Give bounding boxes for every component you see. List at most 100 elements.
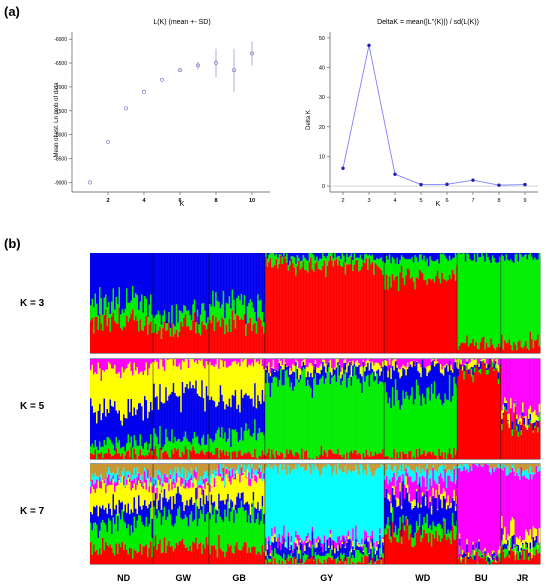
structure-bar-segment [510,253,512,260]
structure-bar-segment [432,278,435,353]
structure-bar-segment [225,324,228,353]
structure-bar-segment [430,505,433,515]
structure-bar-segment [127,253,130,304]
structure-bar-segment [393,536,396,564]
structure-bar-segment [171,464,173,476]
structure-bar-segment [174,523,176,549]
structure-bar-segment [90,486,92,494]
structure-bar-segment [517,359,520,420]
structure-bar-segment [376,550,378,556]
structure-bar-segment [421,468,424,476]
structure-bar-segment [367,553,369,557]
structure-bar-segment [461,366,464,371]
structure-bar-segment [453,489,456,501]
structure-bar-segment [491,255,494,345]
structure-bar-segment [268,253,270,255]
structure-bar-segment [299,269,302,353]
structure-bar-segment [114,253,116,310]
structure-bar-segment [260,319,262,353]
structure-bar-segment [338,359,341,364]
structure-bar-segment [205,481,208,496]
structure-bar-segment [519,421,521,459]
structure-bar-segment [472,367,474,376]
structure-bar-segment [396,452,399,459]
structure-bar-segment [231,310,234,353]
structure-bar-segment [466,538,468,545]
structure-bar-segment [494,253,497,263]
structure-bar-segment [228,464,231,470]
structure-bar-segment [181,478,184,484]
structure-bar-segment [181,467,184,479]
structure-bar-segment [274,548,276,559]
structure-bar-segment [103,464,106,481]
structure-bar-segment [202,452,205,459]
structure-bar-segment [255,464,258,470]
structure-bar-segment [538,464,541,466]
structure-bar-segment [228,481,231,509]
structure-bar-segment [169,327,172,337]
structure-bar-segment [180,369,182,413]
structure-bar-segment [150,401,152,435]
structure-bar-segment [504,402,506,407]
structure-bar-segment [138,472,140,474]
structure-bar-segment [402,367,405,391]
structure-bar-segment [430,514,433,531]
structure-bar-segment [421,492,424,497]
lk-point [88,180,92,185]
row-label-k7: K = 7 [20,506,45,517]
structure-bar-segment [447,529,450,537]
structure-bar-segment [193,359,196,363]
structure-bar-segment [346,387,348,453]
structure-bar-segment [364,263,366,353]
structure-bar-segment [337,265,339,353]
structure-bar-segment [144,467,146,472]
structure-bar-segment [454,474,457,484]
structure-bar-segment [150,501,152,508]
structure-bar-segment [126,464,128,472]
structure-bar-segment [138,309,140,332]
structure-bar-segment [199,464,202,477]
structure-bar-segment [406,457,409,459]
structure-bar-segment [115,514,118,544]
structure-bar-segment [148,464,151,477]
structure-bar-segment [415,521,418,533]
structure-bar-segment [100,464,103,474]
structure-bar-segment [168,395,170,442]
structure-bar-segment [514,359,517,401]
structure-bar-segment [436,395,439,459]
structure-bar-segment [177,545,179,564]
structure-bar-segment [171,359,173,392]
structure-bar-segment [91,253,94,299]
structure-bar-segment [156,478,158,488]
structure-bar-segment [343,363,345,375]
structure-bar-segment [379,548,381,558]
structure-bar-segment [175,515,178,543]
structure-bar-segment [118,287,121,308]
structure-bar-segment [293,557,296,564]
structure-bar-segment [166,360,169,401]
structure-bar-segment [420,253,423,272]
structure-bar-segment [290,470,293,536]
structure-bar-segment [451,258,454,270]
lk-xlabel: K [180,201,185,208]
structure-bar-segment [120,482,122,503]
structure-bar-segment [356,259,359,353]
structure-bar-segment [177,464,179,468]
structure-bar-segment [493,363,495,369]
structure-bar-segment [299,374,302,380]
structure-bar-segment [391,253,394,257]
structure-bar-segment [248,547,250,564]
structure-bar-segment [411,257,414,277]
structure-bar-segment [94,293,97,317]
lk-point [106,139,110,144]
structure-bar-segment [516,537,518,545]
structure-bar-segment [412,359,415,361]
structure-bar-segment [359,552,362,563]
structure-bar-segment [308,466,311,540]
structure-bar-segment [287,554,290,562]
structure-bar-segment [326,456,329,459]
structure-bar-segment [169,474,172,479]
structure-bar-segment [481,253,483,338]
structure-bar-segment [522,416,524,459]
structure-bar-segment [187,310,190,327]
